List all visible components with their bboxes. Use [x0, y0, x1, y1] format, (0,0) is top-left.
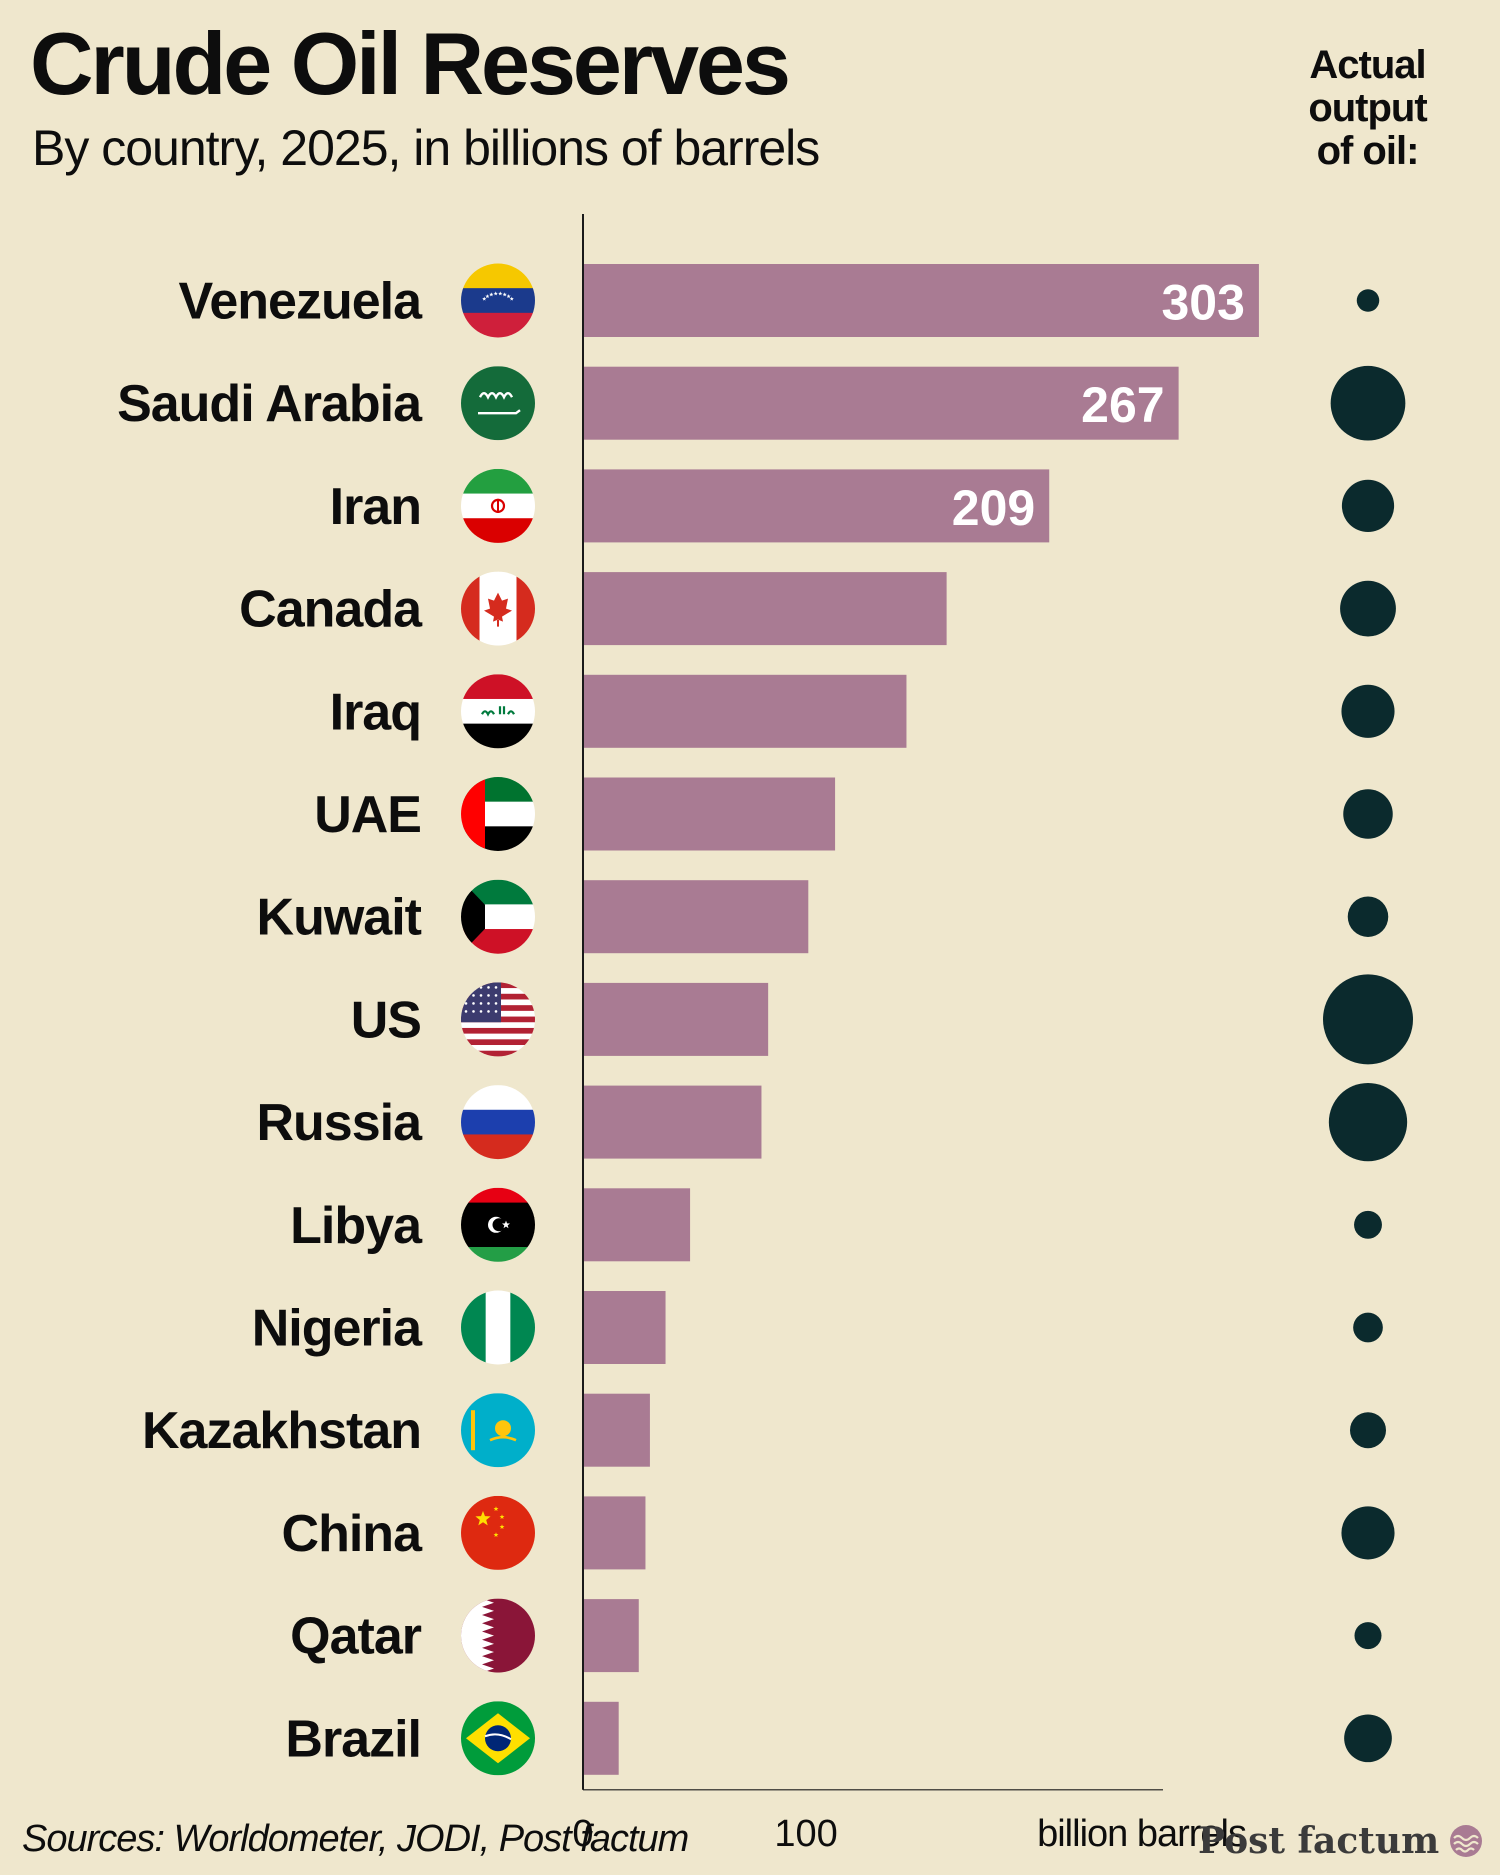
sources-note: Sources: Worldometer, JODI, Post factum: [22, 1818, 689, 1860]
country-label: Canada: [239, 581, 423, 639]
country-label: Nigeria: [252, 1300, 423, 1358]
country-label: Venezuela: [179, 273, 424, 331]
iran-flag-icon: [461, 468, 535, 543]
chart-title: Crude Oil Reserves: [30, 14, 791, 113]
output-dot: [1340, 580, 1396, 637]
output-dot: [1343, 789, 1393, 839]
canada-flag-icon: [461, 571, 535, 646]
venezuela-flag-icon: [461, 263, 535, 338]
country-label: Kazakhstan: [142, 1402, 421, 1460]
country-label: Iraq: [330, 683, 421, 741]
uae-flag-icon: [461, 777, 535, 851]
output-heading-line: of oil:: [1316, 129, 1420, 173]
output-dot: [1341, 1506, 1395, 1560]
country-label: China: [282, 1505, 424, 1563]
country-label: Brazil: [285, 1710, 421, 1768]
kuwait-flag-icon: [461, 879, 535, 954]
bar: [583, 469, 1050, 543]
russia-flag-icon: [461, 1085, 535, 1160]
output-dot: [1330, 365, 1406, 441]
bar: [583, 1291, 666, 1364]
output-dot: [1328, 1082, 1408, 1162]
country-label: Saudi Arabia: [117, 375, 423, 433]
saudi-arabia-flag-icon: [461, 366, 535, 441]
bar-value-label: 267: [1081, 377, 1164, 433]
country-label: UAE: [314, 786, 421, 844]
output-dot: [1347, 896, 1389, 937]
output-dot: [1323, 974, 1413, 1065]
bar: [583, 1701, 619, 1775]
bar: [583, 1188, 691, 1262]
country-label: Kuwait: [257, 889, 422, 947]
output-column-heading: Actual output of oil:: [1280, 44, 1455, 173]
output-dot: [1353, 1312, 1383, 1343]
output-heading-line: Actual: [1309, 43, 1426, 87]
bar: [583, 880, 809, 954]
bar: [583, 366, 1179, 440]
country-label: Libya: [290, 1197, 423, 1255]
brand-logo: Post factum: [1198, 1820, 1483, 1862]
bar-value-label: 303: [1161, 275, 1244, 331]
bar: [583, 674, 907, 748]
china-flag-icon: [461, 1495, 535, 1570]
bar-value-label: 209: [952, 480, 1035, 536]
output-dot: [1354, 1622, 1382, 1650]
qatar-flag-icon: [461, 1598, 535, 1673]
output-dot: [1341, 479, 1395, 532]
us-flag-icon: [461, 982, 535, 1057]
country-label: Russia: [256, 1094, 423, 1152]
libya-flag-icon: [461, 1187, 535, 1262]
country-label: US: [351, 991, 421, 1049]
country-label: Iran: [330, 478, 421, 536]
bar: [583, 982, 769, 1056]
output-dot: [1344, 1714, 1392, 1763]
brazil-flag-icon: [461, 1701, 535, 1776]
bar: [583, 1496, 646, 1570]
brand-name: Post factum: [1198, 1820, 1440, 1862]
chart-subtitle: By country, 2025, in billions of barrels: [32, 120, 820, 176]
bar: [583, 1085, 762, 1159]
bar: [583, 264, 1259, 337]
x-tick-label: 100: [774, 1813, 837, 1855]
bar: [583, 572, 947, 646]
bar: [583, 1599, 639, 1673]
x-tick-label: 0: [572, 1813, 593, 1855]
bar: [583, 1393, 650, 1467]
output-heading-line: output: [1308, 86, 1427, 130]
bar: [583, 777, 836, 851]
x-axis-label: billion barrels: [1037, 1813, 1246, 1855]
nigeria-flag-icon: [461, 1290, 535, 1365]
output-dot: [1354, 1210, 1382, 1239]
country-label: Qatar: [290, 1608, 422, 1666]
output-dot: [1341, 684, 1395, 738]
output-dot: [1350, 1412, 1386, 1449]
wave-logo-icon: [1450, 1825, 1483, 1857]
output-dot: [1356, 289, 1380, 312]
iraq-flag-icon: [461, 674, 535, 749]
kazakhstan-flag-icon: [461, 1393, 535, 1468]
